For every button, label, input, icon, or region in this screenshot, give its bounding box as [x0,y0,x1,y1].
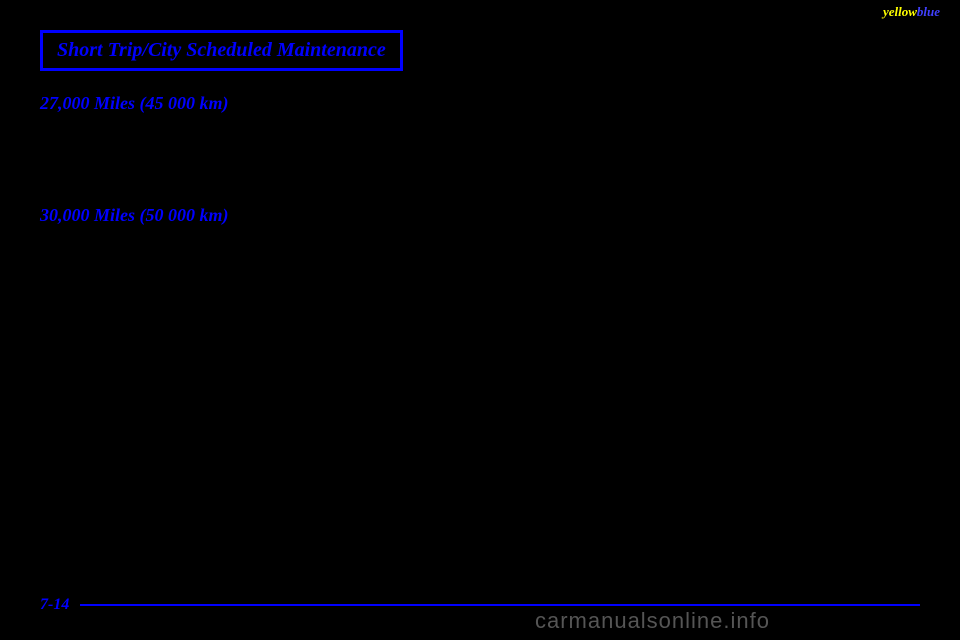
body-line: Rotate tires. See "Tire Inspection and R… [58,168,920,189]
page-number: 7-14 [40,596,69,614]
corner-blue-text: blue [917,4,940,19]
corner-label: yellowblue [883,4,940,20]
bottom-divider [80,604,920,606]
page-content: Short Trip/City Scheduled Maintenance 27… [0,0,960,483]
section-heading: 30,000 Miles (50 000 km) [40,205,920,226]
body-line: Inspect spark plug wires. An Emission Co… [58,393,920,414]
title-box: Short Trip/City Scheduled Maintenance [40,30,403,71]
section-30000: 30,000 Miles (50 000 km) Change engine o… [40,205,920,483]
title-text: Short Trip/City Scheduled Maintenance [57,39,386,61]
body-line: Lubricate the suspension, steering linka… [58,257,920,278]
body-line: Change automatic transmission fluid and … [58,416,920,437]
body-line: Replace air cleaner filter. An Emission … [58,303,920,324]
body-line: Change engine oil and filter (or every 3… [58,234,920,255]
body-sub-line: – In heavy city traffic where the outsid… [76,439,920,460]
section-heading: 27,000 Miles (45 000 km) [40,93,920,114]
body-line: Change engine oil and filter (or every 3… [58,122,920,143]
body-line: Inspect fuel tank, cap and lines for dam… [58,326,920,368]
body-line: Lubricate the suspension, steering linka… [58,145,920,166]
corner-yellow-text: yellow [883,4,917,19]
body-sub-line: – In hilly or mountainous terrain. [76,462,920,483]
body-line: Replace spark plugs. An Emission Control… [58,370,920,391]
body-line: Inspect engine accessory drive belt. An … [58,280,920,301]
section-27000: 27,000 Miles (45 000 km) Change engine o… [40,93,920,189]
watermark: carmanualsonline.info [535,608,770,634]
